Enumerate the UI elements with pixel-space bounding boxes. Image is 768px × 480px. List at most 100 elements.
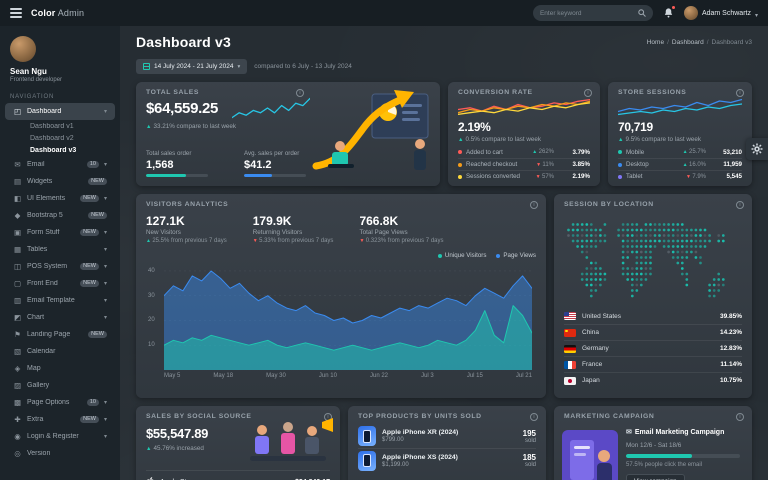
y-axis-tick: 10 xyxy=(148,342,155,349)
dot-icon xyxy=(618,162,622,167)
sidebar-item-calendar[interactable]: ▧ Calendar xyxy=(5,343,115,360)
units-value: 185 xyxy=(522,453,536,462)
info-icon[interactable] xyxy=(584,89,592,97)
total-sales-change: 33.21% compare to last week xyxy=(146,123,236,130)
stat-row-tablet: Tablet 7.9% 5,545 xyxy=(618,170,742,182)
info-icon[interactable] xyxy=(530,201,538,209)
sidebar-item-landing-page[interactable]: ⚑ Landing Page NEW xyxy=(5,326,115,343)
info-icon[interactable] xyxy=(296,89,304,97)
sidebar-profile[interactable]: Sean Ngu Frontend developer xyxy=(0,32,120,87)
sidebar-item-login-register[interactable]: ◉ Login & Register ▾ xyxy=(5,428,115,445)
calendar-icon xyxy=(143,63,150,70)
sidebar-badge: NEW xyxy=(88,211,107,220)
nav-section-label: Navigation xyxy=(10,94,55,100)
sidebar-item-page-options[interactable]: ▩ Page Options 10 ▾ xyxy=(5,394,115,411)
card-title: Top Products by Units Sold xyxy=(358,413,482,420)
product-list: Apple iPhone XR (2024) $799.00 195 sold Appl… xyxy=(358,424,536,472)
breadcrumb-dashboard[interactable]: Dashboard xyxy=(671,39,704,46)
x-axis-tick: Jun 22 xyxy=(369,373,388,379)
date-compare-text: compared to 6 July - 13 July 2024 xyxy=(254,63,352,70)
progress-bar xyxy=(146,174,187,177)
ui-elements-icon: ◧ xyxy=(13,194,22,203)
sidebar-item-dashboard-v3[interactable]: Dashboard v3 xyxy=(5,144,115,156)
stat-row-mobile: Mobile 25.7% 53,210 xyxy=(618,146,742,158)
notifications-button[interactable] xyxy=(663,5,676,19)
change-text: 0.5% compare to last week xyxy=(465,136,542,143)
brand-logo[interactable]: Color Admin xyxy=(31,8,84,18)
chevron-down-icon: ▾ xyxy=(103,162,107,168)
product-units: 195 sold xyxy=(523,429,536,444)
sidebar-item-widgets[interactable]: ▤ Widgets NEW xyxy=(5,173,115,190)
breadcrumb-home[interactable]: Home xyxy=(646,39,665,46)
legend-page-views[interactable]: Page Views xyxy=(496,252,536,259)
user-menu[interactable]: Adam Schwartz xyxy=(683,4,758,22)
chart-legend: Unique Visitors Page Views xyxy=(437,252,536,259)
conversion-sparkline xyxy=(458,98,590,116)
info-icon[interactable] xyxy=(324,413,332,421)
info-icon[interactable] xyxy=(736,413,744,421)
sidebar-item-dashboard[interactable]: ◰ Dashboard ▾ xyxy=(5,103,115,120)
sidebar-item-label: Page Options xyxy=(27,399,70,406)
phone-icon xyxy=(363,454,371,467)
sidebar-item-version[interactable]: ◎ Version xyxy=(5,445,115,462)
search-input[interactable] xyxy=(539,9,634,17)
info-icon[interactable] xyxy=(736,89,744,97)
session-by-location-card: Session by Location United States 39.85% C… xyxy=(554,194,752,398)
country-name: China xyxy=(582,329,599,336)
date-range-text: 14 July 2024 - 21 July 2024 xyxy=(154,63,234,70)
stat-delta: 7.9% xyxy=(686,174,706,180)
sidebar-item-email[interactable]: ✉ Email 10 ▾ xyxy=(5,156,115,173)
legend-label: Page Views xyxy=(503,252,536,259)
sidebar-item-dashboard-v1[interactable]: Dashboard v1 xyxy=(5,120,115,132)
theme-settings-button[interactable] xyxy=(746,138,768,160)
sidebar-badge: NEW xyxy=(80,415,99,424)
sidebar-item-form-stuff[interactable]: ▣ Form Stuff NEW ▾ xyxy=(5,224,115,241)
stat-label: Added to cart xyxy=(466,148,503,156)
chevron-down-icon: ▾ xyxy=(103,400,107,406)
product-name: Apple iPhone XS (2024) xyxy=(382,453,458,461)
x-axis-tick: Jul 3 xyxy=(421,373,434,379)
country-percent: 14.23% xyxy=(719,329,742,336)
sidebar-item-dashboard-v2[interactable]: Dashboard v2 xyxy=(5,132,115,144)
country-name: Japan xyxy=(582,377,600,384)
sidebar-item-bootstrap-5[interactable]: ◆ Bootstrap 5 NEW xyxy=(5,207,115,224)
sidebar-badge: NEW xyxy=(88,177,107,186)
search-box[interactable] xyxy=(532,5,653,21)
stat-delta: 262% xyxy=(532,149,554,155)
sidebar-item-map[interactable]: ◈ Map xyxy=(5,360,115,377)
location-row-germany: Germany 12.83% xyxy=(564,340,742,356)
sidebar-item-ui-elements[interactable]: ◧ UI Elements NEW ▾ xyxy=(5,190,115,207)
card-title: Store Sessions xyxy=(618,89,687,96)
legend-unique-visitors[interactable]: Unique Visitors xyxy=(437,252,486,259)
stat-value: 5,545 xyxy=(726,173,742,180)
hamburger-icon[interactable] xyxy=(10,8,22,18)
stat-label: Tablet xyxy=(626,173,643,180)
sidebar-item-front-end[interactable]: ▢ Front End NEW ▾ xyxy=(5,275,115,292)
sidebar-item-tables[interactable]: ▦ Tables ▾ xyxy=(5,241,115,258)
breadcrumb: Home / Dashboard / Dashboard v3 xyxy=(647,39,752,46)
search-icon[interactable] xyxy=(638,9,646,17)
cn-flag-icon xyxy=(564,328,576,337)
sidebar-item-extra[interactable]: ✚ Extra NEW ▾ xyxy=(5,411,115,428)
card-title: Visitors Analytics xyxy=(146,201,229,208)
social-sales-change: 45.76% increased xyxy=(146,445,203,452)
map-icon: ◈ xyxy=(14,364,21,373)
sidebar-item-email-template[interactable]: ▥ Email Template ▾ xyxy=(5,292,115,309)
date-range-button[interactable]: 14 July 2024 - 21 July 2024 xyxy=(136,59,248,74)
conversion-rate-card: Conversion Rate 2.19% 0.5% compare to la… xyxy=(448,82,600,186)
sidebar-item-pos-system[interactable]: ◫ POS System NEW ▾ xyxy=(5,258,115,275)
info-icon[interactable] xyxy=(530,413,538,421)
sidebar-item-chart[interactable]: ◩ Chart ▾ xyxy=(5,309,115,326)
product-image xyxy=(358,450,376,471)
stat-value: 3.79% xyxy=(572,148,590,156)
product-info: Apple iPhone XR (2024) $799.00 xyxy=(382,429,517,443)
info-icon[interactable] xyxy=(736,201,744,209)
view-campaign-button[interactable]: View campaign xyxy=(626,474,685,480)
marketing-illustration xyxy=(562,430,618,480)
product-row-apple-iphone-xs-2024: Apple iPhone XS (2024) $1,199.00 185 sold xyxy=(358,448,536,472)
product-units: 185 sold xyxy=(523,453,536,468)
units-value: 195 xyxy=(522,428,536,438)
stat-delta: 0.323% from previous 7 days xyxy=(359,238,444,244)
sidebar-item-gallery[interactable]: ▨ Gallery xyxy=(5,377,115,394)
